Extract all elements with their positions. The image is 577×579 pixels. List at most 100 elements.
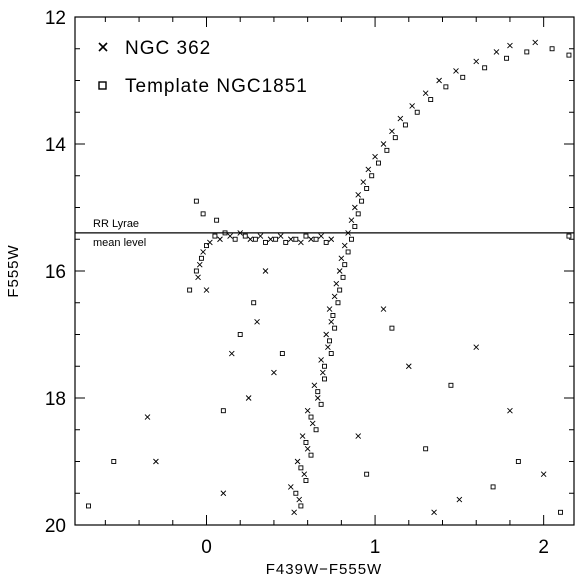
point-ngc362 <box>271 369 277 376</box>
legend: NGC 362 Template NGC1851 <box>98 38 308 97</box>
point-ngc362 <box>422 90 429 97</box>
point-ngc362 <box>532 39 539 46</box>
point-ngc1851 <box>313 236 319 242</box>
point-ngc362 <box>245 395 252 401</box>
x-tick-label: 2 <box>538 537 549 558</box>
point-ngc362 <box>348 217 355 224</box>
point-ngc362 <box>195 274 201 281</box>
y-tick-label: 20 <box>45 516 66 537</box>
point-ngc362 <box>507 42 513 49</box>
point-ngc362 <box>431 509 437 516</box>
point-ngc362 <box>298 239 304 246</box>
point-ngc1851 <box>322 376 327 382</box>
point-ngc362 <box>287 484 294 490</box>
point-ngc362 <box>294 458 301 465</box>
point-ngc362 <box>200 249 206 255</box>
point-ngc362 <box>341 242 348 249</box>
point-ngc1851 <box>200 211 206 217</box>
point-ngc1851 <box>318 401 324 407</box>
point-ngc1851 <box>279 351 285 356</box>
point-ngc1851 <box>303 478 309 483</box>
point-ngc362 <box>203 287 210 293</box>
point-ngc362 <box>217 236 223 243</box>
point-ngc1851 <box>212 233 218 239</box>
point-ngc1851 <box>364 185 370 191</box>
point-ngc362 <box>333 280 340 287</box>
point-ngc362 <box>436 77 442 84</box>
point-ngc1851 <box>308 414 314 420</box>
point-ngc362 <box>380 141 387 147</box>
point-ngc1851 <box>414 109 420 115</box>
point-ngc362 <box>220 490 227 497</box>
point-ngc1851 <box>349 236 354 242</box>
point-ngc1851 <box>448 382 454 388</box>
point-ngc362 <box>493 49 500 55</box>
mean-level-label: mean level <box>93 237 146 249</box>
point-ngc362 <box>257 233 264 239</box>
point-ngc1851 <box>364 471 370 477</box>
point-ngc362 <box>352 204 358 211</box>
point-ngc362 <box>328 236 335 243</box>
point-ngc1851 <box>330 313 336 318</box>
x-axis-title: F439W−F555W <box>266 561 382 578</box>
point-ngc1851 <box>332 325 338 331</box>
point-ngc1851 <box>428 97 434 103</box>
point-ngc362 <box>456 496 463 503</box>
point-ngc1851 <box>423 446 429 452</box>
point-ngc362 <box>287 236 294 243</box>
point-ngc1851 <box>558 509 563 515</box>
point-ngc1851 <box>504 55 510 61</box>
point-ngc362 <box>397 115 404 122</box>
point-ngc362 <box>247 236 254 243</box>
point-ngc1851 <box>273 236 279 242</box>
legend-label-ngc362: NGC 362 <box>125 38 211 59</box>
point-ngc362 <box>196 261 203 268</box>
point-ngc1851 <box>340 274 346 280</box>
rr-lyrae-label: RR Lyrae <box>93 218 139 230</box>
y-tick-label: 12 <box>45 8 66 29</box>
point-ngc1851 <box>193 198 199 204</box>
point-ngc362 <box>144 414 151 420</box>
x-tick-label: 1 <box>370 537 381 558</box>
point-ngc362 <box>227 233 233 239</box>
point-ngc1851 <box>342 262 348 268</box>
point-ngc362 <box>355 191 362 198</box>
point-ngc362 <box>372 153 378 160</box>
point-ngc1851 <box>251 300 257 306</box>
point-ngc1851 <box>204 243 209 249</box>
point-ngc362 <box>228 350 235 357</box>
point-ngc362 <box>296 496 303 503</box>
point-ngc362 <box>323 331 330 338</box>
point-ngc362 <box>380 306 387 312</box>
point-ngc1851 <box>355 211 361 217</box>
y-tick-label: 14 <box>45 135 67 156</box>
point-ngc1851 <box>327 338 333 344</box>
point-ngc362 <box>473 58 480 65</box>
point-ngc1851 <box>460 74 466 80</box>
point-ngc362 <box>262 268 269 274</box>
point-ngc1851 <box>566 52 572 58</box>
point-ngc362 <box>277 233 284 239</box>
point-ngc362 <box>336 268 343 274</box>
point-ngc362 <box>301 471 308 478</box>
point-ngc362 <box>453 68 459 74</box>
point-ngc1851 <box>384 147 390 153</box>
point-ngc1851 <box>566 233 572 239</box>
point-ngc1851 <box>298 465 304 471</box>
point-ngc362 <box>365 166 372 173</box>
point-ngc1851 <box>313 427 319 433</box>
point-ngc1851 <box>303 440 309 445</box>
point-ngc362 <box>355 433 362 439</box>
point-ngc362 <box>304 445 311 452</box>
legend-label-ngc1851: Template NGC1851 <box>125 76 308 97</box>
point-ngc1851 <box>335 300 341 306</box>
point-ngc1851 <box>315 389 321 395</box>
point-ngc362 <box>325 344 331 351</box>
point-ngc362 <box>318 233 324 239</box>
point-ngc362 <box>540 471 547 478</box>
point-ngc362 <box>409 103 415 109</box>
point-ngc1851 <box>293 490 299 496</box>
point-ngc362 <box>314 395 321 401</box>
point-ngc1851 <box>482 65 488 71</box>
